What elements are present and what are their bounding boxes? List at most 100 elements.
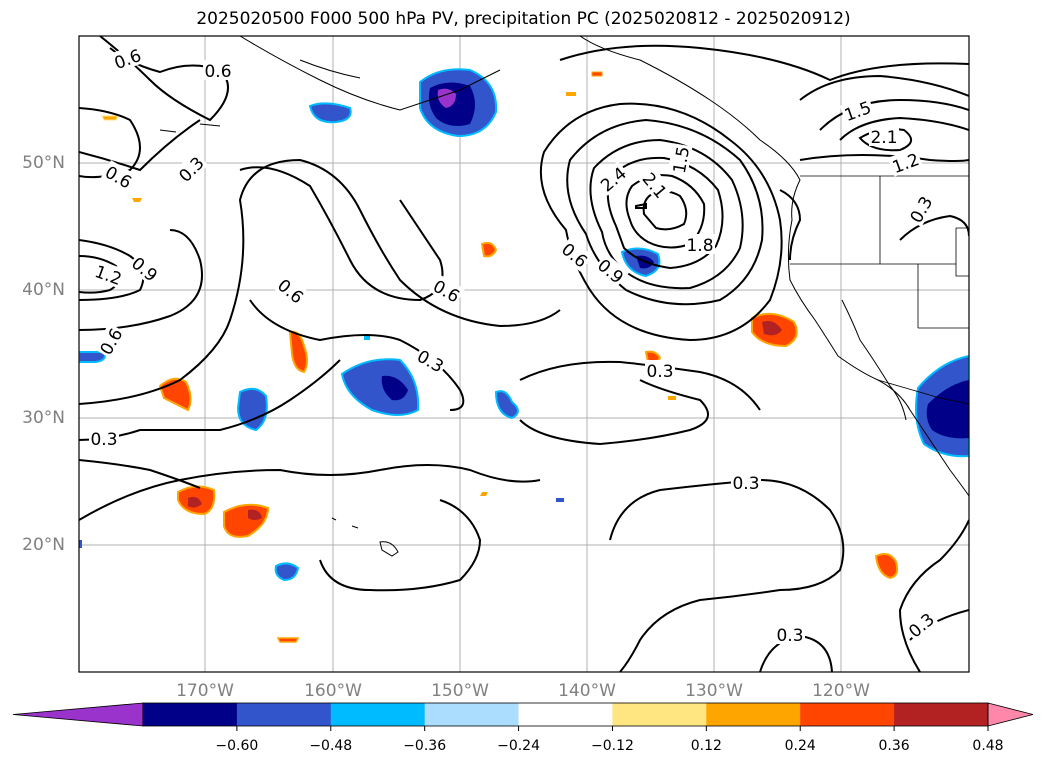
precip-blob-small bbox=[668, 396, 676, 400]
precip-blob-positive bbox=[158, 377, 192, 412]
precip-blob-small bbox=[79, 540, 82, 548]
precip-blob-positive-core bbox=[188, 496, 202, 508]
precip-blob-negative bbox=[308, 102, 352, 124]
lat-label: 50°N bbox=[22, 153, 65, 173]
contour-label-19: 2.1 bbox=[870, 128, 897, 148]
pv-contour-trough-core bbox=[635, 202, 647, 209]
contour-label-bg bbox=[557, 237, 594, 272]
lon-label: 120°W bbox=[812, 681, 870, 701]
lat-label: 40°N bbox=[22, 280, 65, 300]
precip-blob-positive-core bbox=[248, 509, 262, 520]
precip-blob-positive bbox=[276, 637, 300, 643]
pv-contour-06 bbox=[79, 229, 203, 331]
contour-label-23: 0.3 bbox=[732, 474, 759, 494]
map-title: 2025020500 F000 500 hPa PV, precipitatio… bbox=[196, 9, 851, 29]
pv-contour-03 bbox=[79, 464, 541, 521]
colorbar-segment bbox=[894, 703, 989, 726]
pv-contour-trough bbox=[625, 174, 706, 249]
contour-label-22: 0.3 bbox=[646, 362, 673, 382]
pv-contours bbox=[79, 36, 969, 672]
colorbar-tick-label: 0.24 bbox=[784, 738, 816, 754]
colorbar-extend-max bbox=[987, 702, 1034, 727]
precip-blob-small bbox=[101, 115, 119, 121]
pv-contour-03 bbox=[79, 459, 201, 489]
precip-blob-negative bbox=[79, 351, 106, 363]
contour-label-bg bbox=[887, 147, 923, 177]
lon-label: 160°W bbox=[304, 681, 362, 701]
contour-label-11: 0.3 bbox=[90, 430, 117, 450]
contour-label-bg bbox=[89, 428, 119, 448]
lat-label: 20°N bbox=[22, 535, 65, 555]
precip-blob-core bbox=[926, 380, 969, 439]
pv-contour-alaska bbox=[839, 116, 969, 141]
precip-blob-small bbox=[480, 492, 488, 496]
precip-blob-small bbox=[566, 92, 576, 96]
pv-contour-03 bbox=[609, 478, 845, 672]
contour-label-bg bbox=[94, 323, 127, 359]
pv-contour-03 bbox=[79, 359, 341, 441]
colorbar-tick-label: −0.24 bbox=[497, 738, 540, 754]
pv-contour-north bbox=[799, 154, 969, 162]
pv-contour-trough bbox=[642, 190, 688, 231]
contour-label-21: 0.3 bbox=[907, 193, 938, 226]
colorbar bbox=[12, 702, 1034, 731]
contour-label-bg bbox=[667, 143, 693, 177]
contour-label-17: 1.8 bbox=[686, 236, 713, 256]
coastline-hawaii bbox=[331, 517, 399, 557]
coastline-aleutians bbox=[239, 36, 501, 111]
contour-label-bg bbox=[413, 344, 449, 377]
pv-contour-north bbox=[779, 189, 802, 261]
contour-label-16: 1.5 bbox=[670, 145, 694, 175]
precip-blob-negative bbox=[494, 390, 519, 420]
colorbar-tick-label: 0.36 bbox=[878, 738, 910, 754]
contour-label-bg bbox=[172, 150, 209, 187]
contour-label-bg bbox=[869, 126, 899, 146]
colorbar-tick-label: −0.48 bbox=[309, 738, 353, 754]
contour-label-bg bbox=[902, 607, 939, 642]
pv-contour-03 bbox=[79, 158, 561, 405]
contour-label-bg bbox=[273, 273, 310, 308]
colorbar-tick-label: −0.36 bbox=[403, 738, 447, 754]
colorbar-tick-label: 0.48 bbox=[972, 738, 1004, 754]
lat-label: 30°N bbox=[22, 408, 65, 428]
pv-contour-06 bbox=[249, 299, 465, 411]
pv-contour-trough bbox=[589, 138, 744, 290]
border-us-states bbox=[790, 176, 969, 329]
pv-contour-03 bbox=[519, 379, 709, 446]
contour-label-bg bbox=[203, 60, 233, 80]
contour-label-bg bbox=[685, 234, 715, 254]
colorbar-extend-min bbox=[12, 702, 144, 727]
lon-label: 170°W bbox=[176, 681, 234, 701]
contour-label-bg bbox=[127, 251, 164, 286]
contour-label-bg bbox=[91, 259, 127, 289]
contour-label-24: 0.3 bbox=[776, 626, 803, 646]
contour-label-25: 0.3 bbox=[905, 610, 939, 643]
precip-blob-positive-core bbox=[762, 321, 782, 336]
colorbar-tick-label: −0.12 bbox=[590, 738, 634, 754]
contour-label-bg bbox=[839, 95, 875, 125]
pv-contour-trough bbox=[539, 102, 783, 342]
map-frame bbox=[78, 35, 970, 673]
colorbar-segment bbox=[800, 703, 895, 726]
pv-contour-03 bbox=[898, 519, 969, 672]
precip-blob-negative bbox=[340, 358, 420, 416]
pv-contour-alaska bbox=[799, 74, 969, 101]
contour-label-bg bbox=[429, 274, 465, 307]
contour-label-2: 0.6 bbox=[204, 62, 231, 82]
precip-blob-positive bbox=[874, 553, 899, 580]
contour-label-8: 0.6 bbox=[273, 276, 307, 309]
pv-contour-03 bbox=[519, 360, 761, 411]
colorbar-tick-label: 0.12 bbox=[690, 738, 722, 754]
precip-blob-small bbox=[591, 71, 603, 77]
pv-contour-trough bbox=[566, 118, 764, 306]
precip-blob-core bbox=[381, 375, 408, 401]
colorbar-frame bbox=[142, 702, 989, 727]
graticule bbox=[79, 36, 969, 672]
precip-blob-positive bbox=[223, 503, 270, 538]
contour-label-bg bbox=[638, 166, 673, 203]
colorbar-segment bbox=[518, 703, 613, 726]
pv-contour-03 bbox=[239, 166, 444, 302]
border-us-mexico bbox=[877, 379, 969, 405]
contour-label-bg bbox=[904, 191, 937, 227]
